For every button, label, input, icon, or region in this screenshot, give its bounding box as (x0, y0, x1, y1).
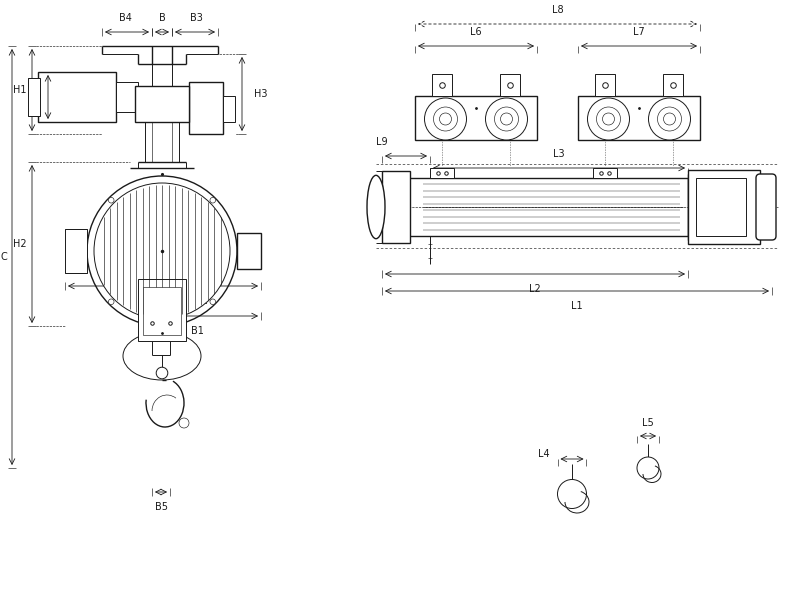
Text: B4: B4 (118, 13, 131, 23)
Circle shape (658, 107, 682, 131)
Bar (116, 82, 138, 112)
Bar (382, 171, 410, 243)
Circle shape (210, 299, 215, 305)
Bar (143, 287, 181, 335)
Bar (28, 78, 40, 116)
Circle shape (602, 113, 614, 125)
Circle shape (210, 198, 215, 203)
Text: L6: L6 (470, 27, 482, 37)
FancyBboxPatch shape (500, 74, 520, 96)
Bar (189, 82, 223, 134)
Circle shape (87, 176, 237, 326)
Circle shape (439, 113, 451, 125)
Text: C: C (1, 252, 7, 262)
FancyBboxPatch shape (432, 74, 452, 96)
Text: D: D (34, 92, 42, 102)
FancyBboxPatch shape (756, 174, 776, 240)
Text: L2: L2 (529, 284, 541, 294)
Text: L8: L8 (552, 5, 563, 15)
Text: B2: B2 (195, 296, 209, 306)
Circle shape (156, 367, 168, 379)
Text: L5: L5 (642, 418, 654, 428)
Text: L3: L3 (553, 149, 565, 159)
Bar (138, 279, 186, 341)
Bar (415, 96, 537, 140)
Circle shape (425, 98, 466, 140)
Text: L7: L7 (633, 27, 645, 37)
Circle shape (434, 107, 458, 131)
Ellipse shape (367, 175, 385, 239)
Text: e: e (139, 269, 145, 279)
Bar (430, 168, 454, 178)
Circle shape (494, 107, 518, 131)
Circle shape (109, 299, 114, 305)
Bar (593, 168, 617, 178)
Bar (237, 233, 261, 269)
Bar (578, 96, 700, 140)
Bar (688, 170, 760, 244)
Text: H3: H3 (254, 89, 267, 99)
Text: B3: B3 (190, 13, 202, 23)
Circle shape (637, 457, 659, 479)
Circle shape (179, 418, 189, 428)
Text: H2: H2 (13, 239, 27, 249)
Bar (408, 178, 688, 236)
Bar (135, 86, 189, 122)
Circle shape (649, 98, 690, 140)
Circle shape (501, 113, 513, 125)
Circle shape (597, 107, 621, 131)
Text: L9: L9 (376, 137, 388, 147)
Bar (38, 72, 116, 122)
Bar (696, 178, 746, 236)
Text: L4: L4 (538, 449, 550, 459)
Circle shape (663, 113, 675, 125)
Circle shape (587, 98, 630, 140)
Text: L1: L1 (571, 301, 583, 311)
Bar (688, 174, 698, 240)
Circle shape (109, 198, 114, 203)
Circle shape (94, 183, 230, 319)
Text: B5: B5 (155, 502, 169, 512)
Ellipse shape (123, 332, 201, 380)
Circle shape (486, 98, 527, 140)
Bar (223, 96, 235, 122)
Text: B1: B1 (190, 326, 203, 336)
Circle shape (558, 479, 586, 508)
Text: H1: H1 (14, 85, 26, 95)
FancyBboxPatch shape (595, 74, 615, 96)
Text: B: B (158, 13, 166, 23)
Bar (65, 229, 87, 273)
FancyBboxPatch shape (663, 74, 683, 96)
